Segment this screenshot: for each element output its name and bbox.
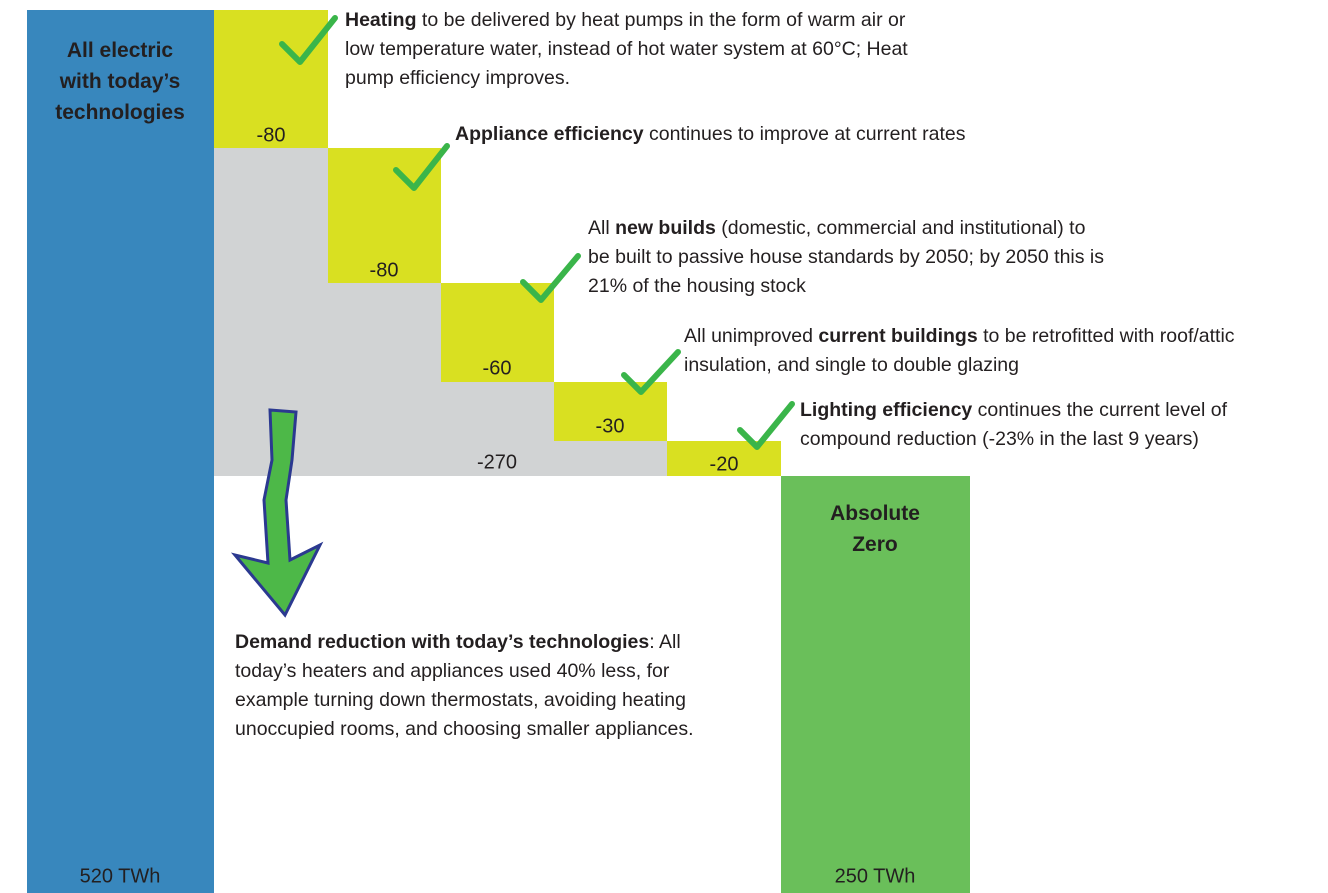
start-bar — [27, 10, 214, 893]
note: Appliance efficiency continues to improv… — [455, 120, 995, 149]
checkmark — [740, 404, 792, 447]
note: All unimproved current buildings to be r… — [684, 322, 1244, 380]
note-text: All unimproved — [684, 325, 818, 347]
step-label: -60 — [483, 357, 512, 379]
start-title: All electric with today’s technologies — [45, 35, 195, 128]
step-label: -80 — [370, 259, 399, 281]
remainder-label: -270 — [477, 451, 517, 473]
note-text: continues to improve at current rates — [644, 123, 966, 145]
note-bold-text: Lighting efficiency — [800, 399, 972, 421]
note: All new builds (domestic, commercial and… — [588, 214, 1108, 301]
start-value: 520 TWh — [80, 865, 161, 887]
step-label: -80 — [257, 124, 286, 146]
note: Demand reduction with today’s technologi… — [235, 628, 740, 744]
end-title: Absolute Zero — [815, 498, 935, 560]
step-label: -20 — [710, 453, 739, 475]
note-bold-text: new builds — [615, 217, 716, 239]
note-text: All — [588, 217, 615, 239]
note: Heating to be delivered by heat pumps in… — [345, 6, 910, 93]
note-bold-text: Heating — [345, 9, 417, 31]
note-text: to be delivered by heat pumps in the for… — [345, 9, 908, 89]
note-bold-text: Appliance efficiency — [455, 123, 644, 145]
page: -80 -80 -60 -30 -20 -270 520 TWh 250 TWh… — [0, 0, 1328, 893]
step-label: -30 — [596, 415, 625, 437]
end-value: 250 TWh — [835, 865, 916, 887]
note: Lighting efficiency continues the curren… — [800, 396, 1305, 454]
note-bold-text: Demand reduction with today’s technologi… — [235, 631, 649, 653]
note-bold-text: current buildings — [818, 325, 977, 347]
